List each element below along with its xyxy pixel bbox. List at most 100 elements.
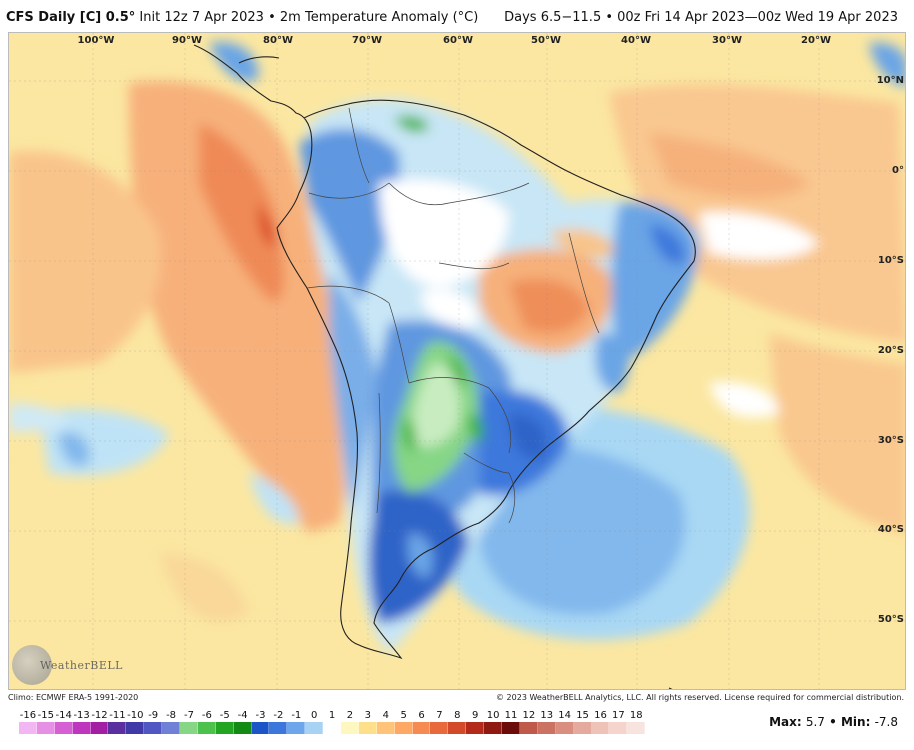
legend-swatch <box>36 722 55 734</box>
legend-step: 6 <box>412 708 431 734</box>
legend-swatch <box>233 722 252 734</box>
header: CFS Daily [C] 0.5° Init 12z 7 Apr 2023 •… <box>0 0 914 32</box>
max-label: Max: <box>769 715 802 729</box>
legend-swatch <box>573 722 592 734</box>
legend-label: -10 <box>127 710 144 721</box>
legend-swatch <box>537 722 556 734</box>
legend-swatch <box>376 722 395 734</box>
legend-step: 16 <box>591 708 610 734</box>
max-value: 5.7 <box>805 715 825 729</box>
copyright-note: © 2023 WeatherBELL Analytics, LLC. All r… <box>496 693 904 702</box>
legend-step: -15 <box>36 708 55 734</box>
legend-step: 8 <box>448 708 467 734</box>
country-borders <box>306 107 600 524</box>
legend-label: 7 <box>436 710 443 721</box>
max-min-readout: Max: 5.7 • Min: -7.8 <box>769 715 898 729</box>
legend-label: 1 <box>328 710 336 721</box>
legend-label: 8 <box>454 710 461 721</box>
legend-swatch <box>108 722 127 734</box>
logo-text: WeatherBELL <box>40 659 123 672</box>
lon-label-70w: 70°W <box>352 35 382 46</box>
legend-label: -2 <box>273 710 284 721</box>
legend-swatch <box>519 722 538 734</box>
legend-label: 6 <box>418 710 425 721</box>
legend-swatch <box>341 722 359 734</box>
legend-step: 12 <box>519 708 538 734</box>
color-legend: -16 -15 -14 -13 -12 -11 -10 -9 -8 -7 -6 -5 -4 -3 -2 -1 0… <box>19 708 646 734</box>
anomaly-map <box>8 32 906 690</box>
legend-swatch <box>555 722 574 734</box>
lat-label-10s: 10°S <box>877 255 904 266</box>
legend-label: -14 <box>55 710 72 721</box>
legend-step: -10 <box>126 708 145 734</box>
lon-label-100w: 100°W <box>77 35 115 46</box>
legend-label: 0 <box>311 710 318 721</box>
legend-step: -1 <box>287 708 306 734</box>
anomaly-fields <box>9 42 905 673</box>
legend-label: -1 <box>291 710 302 721</box>
lat-label-40s: 40°S <box>877 524 904 535</box>
legend-swatch <box>287 722 306 734</box>
map-canvas <box>9 33 905 689</box>
legend-label: -13 <box>73 710 90 721</box>
lon-label-30w: 30°W <box>712 35 742 46</box>
legend-step: -14 <box>54 708 73 734</box>
legend-swatch <box>448 722 467 734</box>
legend-label: -12 <box>91 710 108 721</box>
lat-label-30s: 30°S <box>877 435 904 446</box>
legend-step: -11 <box>108 708 127 734</box>
legend-label: -3 <box>255 710 266 721</box>
legend-label: -15 <box>37 710 54 721</box>
legend-label: -9 <box>148 710 159 721</box>
legend-swatch <box>627 722 646 734</box>
legend-swatch <box>609 722 628 734</box>
legend-step: 9 <box>466 708 485 734</box>
lon-label-50w: 50°W <box>531 35 561 46</box>
legend-label: -6 <box>201 710 212 721</box>
legend-step: 14 <box>555 708 574 734</box>
legend-swatch <box>90 722 109 734</box>
logo-globe-icon <box>12 645 52 685</box>
legend-swatch <box>144 722 163 734</box>
legend-label: 15 <box>576 710 589 721</box>
lon-label-80w: 80°W <box>263 35 293 46</box>
legend-swatch <box>269 722 288 734</box>
model-name: CFS Daily [C] 0.5 <box>6 10 129 25</box>
legend-swatch <box>430 722 449 734</box>
legend-swatch <box>466 722 485 734</box>
legend-label: 16 <box>594 710 607 721</box>
legend-label: 11 <box>504 710 518 721</box>
legend-swatch <box>394 722 413 734</box>
legend-step: -6 <box>197 708 216 734</box>
legend-step: -4 <box>233 708 252 734</box>
legend-label: 14 <box>558 710 572 721</box>
legend-label: -4 <box>237 710 248 721</box>
legend-label: -8 <box>166 710 177 721</box>
field-name: 2m Temperature Anomaly (°C) <box>279 10 479 25</box>
init-time: Init 12z 7 Apr 2023 <box>139 10 264 25</box>
legend-label: 18 <box>629 710 643 721</box>
lon-label-40w: 40°W <box>621 35 651 46</box>
legend-swatch <box>72 722 91 734</box>
legend-swatch <box>162 722 181 734</box>
legend-step: 1 <box>323 708 342 734</box>
valid-range: Days 6.5−11.5 • 00z Fri 14 Apr 2023—00z … <box>504 10 898 25</box>
lat-label-10n: 10°N <box>876 75 904 86</box>
title-bullet: • <box>268 10 276 25</box>
legend-step: 7 <box>430 708 449 734</box>
legend-label: 13 <box>540 710 554 721</box>
coastlines <box>193 44 696 689</box>
legend-step: 3 <box>358 708 377 734</box>
lon-label-60w: 60°W <box>443 35 473 46</box>
map-title: CFS Daily [C] 0.5° Init 12z 7 Apr 2023 •… <box>6 10 478 25</box>
lat-label-50s: 50°S <box>877 614 904 625</box>
legend-step: -13 <box>72 708 91 734</box>
lat-label-20s: 20°S <box>877 345 904 356</box>
legend-label: -11 <box>109 710 126 721</box>
legend-step: 15 <box>573 708 592 734</box>
max-min-separator: • <box>829 715 837 729</box>
legend-swatch <box>502 722 520 734</box>
legend-swatch <box>305 722 324 734</box>
legend-step: 18 <box>627 708 646 734</box>
legend-label: 12 <box>522 710 536 721</box>
